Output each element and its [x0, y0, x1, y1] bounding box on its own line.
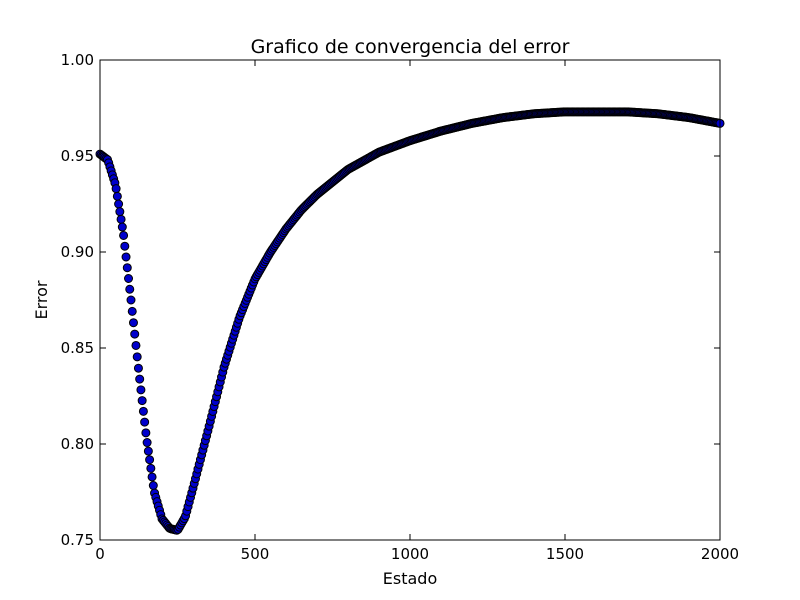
data-point [121, 252, 131, 262]
y-tick-label: 0.80 [61, 435, 94, 453]
data-point [114, 199, 124, 209]
axis-ticks: 0 500 1000 1500 2000 0.75 0.80 0.85 0.90 0.95 1.00 [61, 51, 740, 563]
data-point [112, 191, 122, 201]
data-point [141, 428, 151, 438]
y-tick-label: 0.95 [61, 147, 94, 165]
data-point [140, 417, 150, 427]
data-point [115, 207, 125, 217]
data-point [137, 396, 147, 406]
y-tick-label: 0.90 [61, 243, 94, 261]
data-point [119, 230, 129, 240]
x-axis-label: Estado [383, 569, 437, 588]
data-point [126, 295, 136, 305]
x-tick-label: 1000 [391, 545, 429, 563]
data-point [122, 263, 132, 273]
y-tick-label: 0.85 [61, 339, 94, 357]
data-point [135, 374, 145, 384]
data-point [131, 340, 141, 350]
data-point [138, 406, 148, 416]
x-tick-label: 1500 [546, 545, 584, 563]
data-point [148, 481, 158, 491]
data-point [117, 222, 127, 232]
data-point [120, 241, 130, 251]
data-point [146, 463, 156, 473]
data-point [116, 214, 126, 224]
data-point [125, 284, 135, 294]
chart-title: Grafico de convergencia del error [251, 36, 570, 58]
x-tick-label: 2000 [701, 545, 739, 563]
plot-frame [99, 59, 721, 541]
x-tick-label: 500 [241, 545, 270, 563]
data-point [145, 455, 155, 465]
data-point [136, 385, 146, 395]
data-point [133, 363, 143, 373]
data-point [128, 318, 138, 328]
x-tick-label: 0 [95, 545, 105, 563]
data-point [111, 184, 121, 194]
data-point [142, 438, 152, 448]
data-point [132, 352, 142, 362]
y-tick-label: 1.00 [61, 51, 94, 69]
data-point [147, 472, 157, 482]
data-point [143, 446, 153, 456]
data-point [130, 329, 140, 339]
y-tick-label: 0.75 [61, 531, 94, 549]
data-point [124, 274, 134, 283]
data-points [95, 107, 725, 535]
data-point [127, 306, 137, 316]
y-axis-label: Error [32, 280, 51, 319]
